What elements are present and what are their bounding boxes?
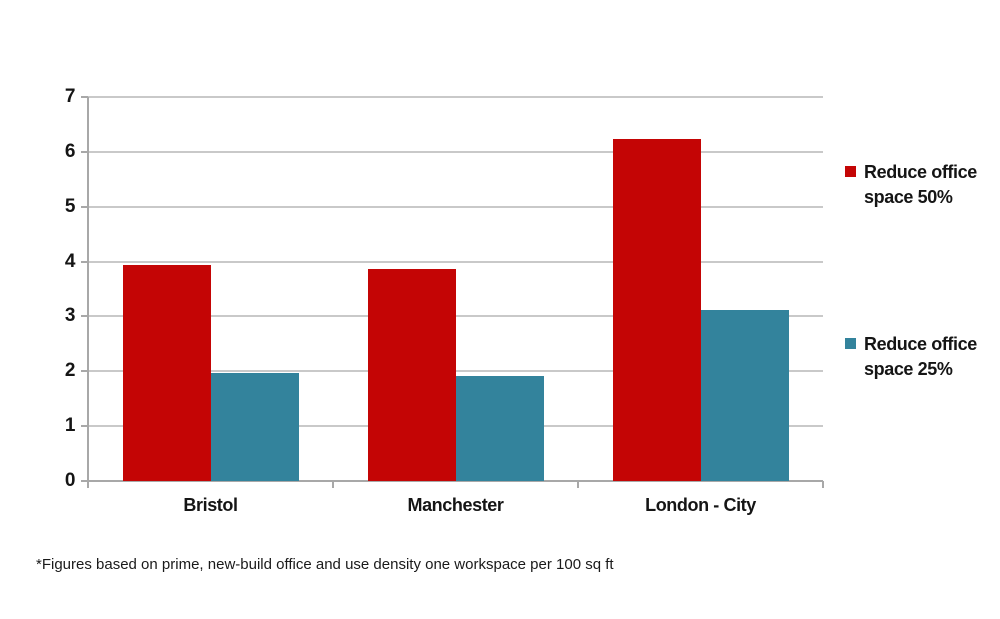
legend-label-line-0: Reduce office bbox=[864, 334, 977, 354]
x-axis-label-manchester: Manchester bbox=[407, 495, 504, 515]
legend-label: Reduce office space 50% bbox=[864, 160, 994, 210]
bar-reduce-office-space-50--manchester bbox=[367, 269, 456, 481]
gridline-3 bbox=[88, 315, 823, 318]
x-axis-label-bristol: Bristol bbox=[183, 495, 238, 515]
y-axis-label-5: 5 bbox=[64, 195, 76, 217]
y-axis-label-0: 0 bbox=[64, 470, 76, 491]
x-axis-label-london-city: London - City bbox=[645, 495, 756, 515]
y-axis-line bbox=[87, 97, 89, 488]
bar-reduce-office-space-50--london-city bbox=[612, 138, 701, 481]
gridline-6 bbox=[88, 150, 823, 153]
legend-entry-1: Reduce office space 25% bbox=[845, 332, 994, 382]
legend-swatch-icon bbox=[845, 166, 856, 177]
x-axis-line bbox=[88, 480, 823, 482]
bar-reduce-office-space-25--bristol bbox=[210, 373, 299, 481]
legend-label-line-1: space 25% bbox=[864, 359, 953, 379]
x-axis-tick-1 bbox=[332, 481, 334, 488]
y-axis-tick-3 bbox=[81, 315, 88, 318]
y-axis-label-1: 1 bbox=[64, 415, 76, 437]
x-axis-tick-2 bbox=[577, 481, 579, 488]
bar-reduce-office-space-25--manchester bbox=[455, 375, 544, 481]
legend-entry-0: Reduce office space 50% bbox=[845, 160, 994, 210]
y-axis-label-2: 2 bbox=[64, 360, 76, 382]
chart-footnote: *Figures based on prime, new-build offic… bbox=[36, 556, 614, 573]
y-axis-tick-7 bbox=[81, 96, 88, 98]
y-axis-tick-4 bbox=[81, 260, 88, 263]
bar-reduce-office-space-50--bristol bbox=[122, 265, 211, 481]
y-axis-tick-5 bbox=[81, 205, 88, 208]
x-axis-tick-3 bbox=[822, 481, 824, 488]
gridline-7 bbox=[88, 96, 823, 98]
y-axis-tick-2 bbox=[81, 370, 88, 373]
legend-label-line-0: Reduce office bbox=[864, 162, 977, 182]
gridline-2 bbox=[88, 370, 823, 373]
legend-swatch-icon bbox=[845, 338, 856, 349]
y-axis-tick-1 bbox=[81, 425, 88, 428]
gridline-5 bbox=[88, 205, 823, 208]
legend-label: Reduce office space 25% bbox=[864, 332, 994, 382]
gridline-4 bbox=[88, 260, 823, 263]
bar-reduce-office-space-25--london-city bbox=[700, 309, 789, 481]
y-axis-label-3: 3 bbox=[64, 305, 76, 327]
y-axis-label-4: 4 bbox=[64, 250, 76, 272]
y-axis-label-6: 6 bbox=[64, 140, 76, 162]
x-axis-tick-0 bbox=[87, 481, 89, 488]
y-axis-tick-6 bbox=[81, 150, 88, 153]
legend-label-line-1: space 50% bbox=[864, 187, 953, 207]
y-axis-label-7: 7 bbox=[64, 86, 76, 107]
y-axis-tick-0 bbox=[81, 480, 88, 482]
